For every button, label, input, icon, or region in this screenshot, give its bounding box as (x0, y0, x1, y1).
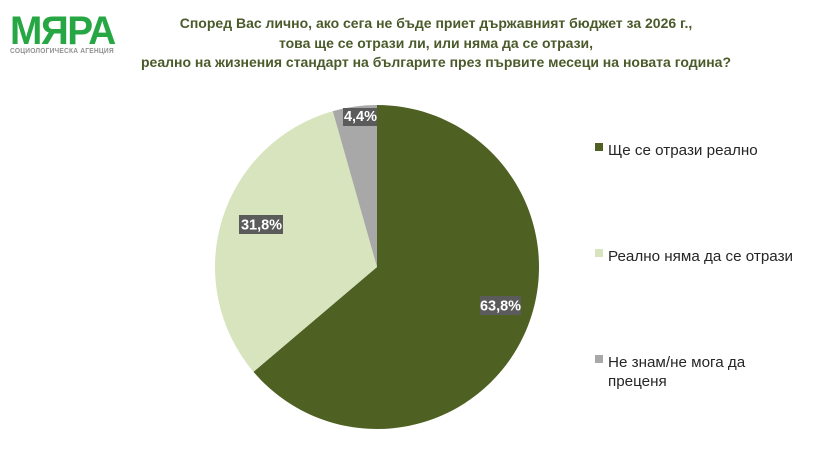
svg-text:63,8%: 63,8% (480, 299, 521, 315)
svg-text:4,4%: 4,4% (344, 109, 377, 125)
svg-text:31,8%: 31,8% (241, 218, 282, 234)
